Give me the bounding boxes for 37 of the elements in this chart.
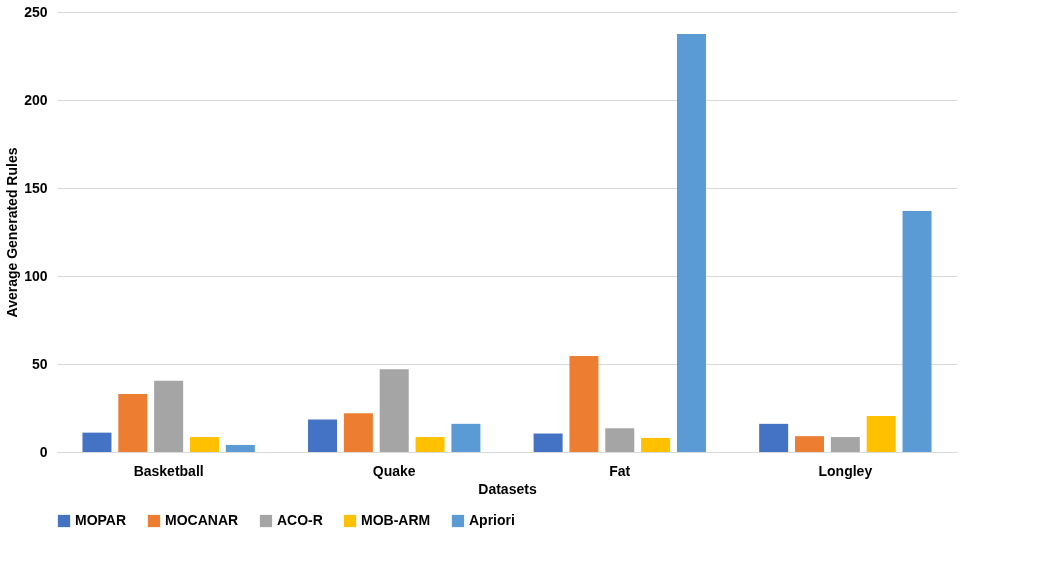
legend-label: Apriori	[469, 512, 515, 528]
legend-label: MOPAR	[75, 512, 127, 528]
legend-label: ACO-R	[277, 512, 323, 528]
y-tick-label: 0	[39, 443, 48, 460]
y-tick-label: 150	[24, 179, 48, 196]
bar	[759, 423, 789, 452]
bar	[118, 393, 148, 452]
bar	[308, 419, 338, 452]
y-tick-label: 250	[24, 3, 48, 20]
bar	[190, 437, 219, 452]
bar	[569, 356, 599, 452]
bar	[533, 433, 563, 452]
bar	[82, 432, 112, 452]
x-tick-label: Fat	[609, 462, 631, 479]
bar	[154, 380, 184, 452]
bar	[795, 436, 824, 452]
bar	[605, 428, 635, 452]
legend-label: MOCANAR	[165, 512, 239, 528]
bar	[866, 415, 896, 452]
x-tick-label: Longley	[818, 462, 873, 479]
x-tick-label: Quake	[372, 462, 416, 479]
bar	[830, 437, 860, 452]
x-tick-label: Basketball	[133, 462, 204, 479]
bar	[225, 444, 255, 452]
y-axis-title: Average Generated Rules	[4, 147, 21, 318]
bar	[902, 210, 932, 452]
x-axis-title: Datasets	[478, 480, 537, 497]
bar	[415, 437, 445, 452]
y-tick-label: 100	[24, 267, 48, 284]
bar	[641, 437, 671, 452]
y-tick-label: 50	[31, 355, 48, 372]
bar	[379, 369, 409, 452]
bar	[676, 34, 706, 452]
bar	[451, 423, 481, 452]
y-tick-label: 200	[24, 91, 48, 108]
legend-label: MOB-ARM	[361, 512, 431, 528]
bar	[343, 413, 373, 452]
